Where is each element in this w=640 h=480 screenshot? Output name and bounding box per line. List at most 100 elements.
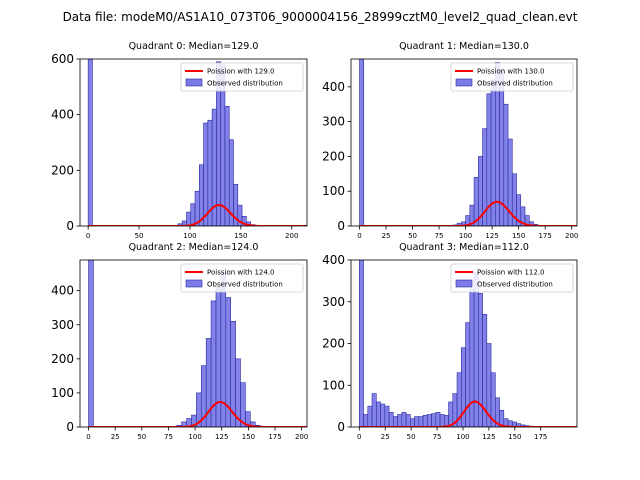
x-tick-label: 50 [407, 433, 416, 441]
y-tick-label: 200 [51, 163, 74, 177]
x-tick-label: 75 [435, 232, 444, 240]
subplot-title: Quadrant 2: Median=124.0 [129, 242, 259, 253]
legend-box [180, 62, 304, 92]
legend: Poission with 112.0 Observed distribution [450, 263, 574, 293]
plot-area [87, 59, 307, 226]
subplot-title: Quadrant 3: Median=112.0 [399, 242, 529, 253]
legend-hist-label: Observed distribution [477, 281, 553, 289]
histogram-bar [397, 414, 403, 427]
legend-fit-label: Poission with 130.0 [477, 68, 545, 76]
legend-hist-swatch [185, 279, 203, 288]
histogram-bar [228, 139, 234, 226]
x-tick-label: 175 [268, 433, 281, 441]
legend-hist-swatch [185, 78, 203, 87]
legend-hist-label: Observed distribution [207, 80, 283, 88]
x-tick-label: 175 [534, 433, 547, 441]
y-tick-label: 0 [337, 420, 345, 434]
histogram-bar [401, 412, 407, 427]
x-tick-label: 0 [86, 232, 90, 240]
x-tick-label: 100 [188, 433, 201, 441]
histogram-bar [384, 405, 390, 427]
histogram-bar [371, 393, 377, 427]
histogram-bar [388, 412, 394, 427]
histogram-bar [431, 413, 437, 427]
histogram-bar [448, 401, 454, 427]
legend-box [180, 263, 304, 293]
x-tick-label: 200 [285, 232, 298, 240]
histogram-bar [186, 211, 192, 226]
axes-frame [350, 58, 578, 227]
y-tick-label: 600 [51, 52, 74, 66]
x-tick-label: 125 [215, 433, 228, 441]
x-tick-label: 200 [565, 232, 578, 240]
legend-box [450, 263, 574, 293]
histogram-bar [418, 416, 424, 427]
y-tick-label: 100 [51, 386, 74, 400]
y-tick-label: 0 [66, 420, 74, 434]
x-tick-label: 200 [295, 433, 308, 441]
y-tick-label: 0 [66, 219, 74, 233]
histogram-bar [469, 288, 475, 427]
histogram-bar [367, 405, 373, 427]
histogram-bar [203, 122, 209, 226]
legend-box [450, 62, 574, 92]
x-tick-label: 75 [164, 433, 173, 441]
histogram-bar [422, 415, 428, 427]
histogram-bar [465, 322, 471, 427]
histogram-bar [88, 260, 94, 427]
legend: Poission with 129.0 Observed distribution [180, 62, 304, 92]
histogram-bar [250, 421, 256, 427]
histogram-bar [358, 260, 364, 427]
histogram-bar [435, 412, 441, 427]
subplot-quadrant-3: Quadrant 3: Median=112.0 0 100 200 300 400 0 25… [322, 242, 578, 441]
subplot-title: Quadrant 1: Median=130.0 [399, 41, 529, 52]
subplot-title: Quadrant 0: Median=129.0 [129, 41, 259, 52]
x-tick-label: 100 [459, 232, 472, 240]
histogram-bar [405, 414, 411, 427]
histogram-bar [473, 272, 479, 427]
x-tick-label: 25 [382, 232, 391, 240]
histogram-bar [528, 221, 534, 226]
y-tick-label: 300 [322, 115, 345, 129]
histogram-bar [237, 204, 243, 226]
histogram-bar [375, 401, 381, 427]
x-tick-label: 50 [408, 232, 417, 240]
x-tick-label: 150 [242, 433, 255, 441]
legend-hist-swatch [455, 78, 473, 87]
x-tick-label: 150 [508, 433, 521, 441]
y-tick-label: 100 [322, 184, 345, 198]
x-tick-label: 25 [381, 433, 390, 441]
figure-title: Data file: modeM0/AS1A10_073T06_90000041… [63, 10, 578, 24]
poisson-fit-line [88, 203, 307, 226]
histogram-bar [409, 418, 415, 427]
histogram-bar [240, 382, 246, 427]
x-tick-label: 175 [538, 232, 551, 240]
y-tick-label: 300 [51, 318, 74, 332]
x-tick-label: 75 [433, 433, 442, 441]
y-tick-label: 100 [322, 378, 345, 392]
histogram-bar [215, 286, 222, 427]
histogram-bar [392, 416, 398, 427]
y-tick-label: 200 [322, 337, 345, 351]
histogram-bar [359, 59, 365, 226]
legend-hist-swatch [455, 279, 473, 288]
x-tick-label: 50 [135, 232, 144, 240]
y-tick-label: 400 [51, 108, 74, 122]
y-tick-label: 400 [322, 253, 345, 267]
x-tick-label: 0 [357, 433, 361, 441]
x-tick-label: 0 [357, 232, 361, 240]
histogram-bar [190, 203, 196, 226]
histogram-bar [380, 403, 386, 427]
y-tick-label: 200 [51, 352, 74, 366]
subplot-quadrant-0: Quadrant 0: Median=129.0 0 200 400 600 0 50 100… [51, 41, 308, 240]
subplot-quadrant-1: Quadrant 1: Median=130.0 0 100 200 300 400 0 25… [322, 41, 578, 240]
y-tick-label: 400 [51, 284, 74, 298]
x-tick-label: 125 [482, 433, 495, 441]
y-tick-label: 400 [322, 80, 345, 94]
subplot-quadrant-2: Quadrant 2: Median=124.0 0 100 200 300 400 0 25… [51, 242, 308, 441]
histogram-bar [199, 164, 204, 226]
histogram-bar [363, 414, 369, 427]
x-tick-label: 100 [183, 232, 196, 240]
legend-fit-label: Poission with 112.0 [477, 269, 545, 277]
legend-fit-label: Poission with 129.0 [207, 68, 275, 76]
